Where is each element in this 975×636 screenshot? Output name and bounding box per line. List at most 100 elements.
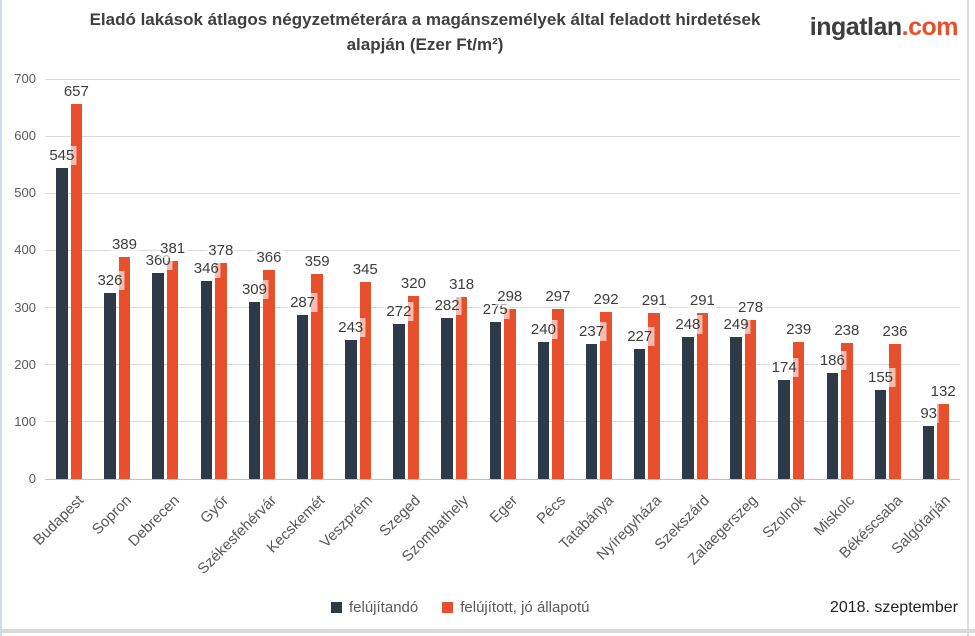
bar-felujitott	[455, 297, 468, 479]
bar-felujitott	[648, 312, 660, 479]
y-tick-label: 0	[28, 471, 36, 486]
bar-felujitott	[504, 308, 516, 479]
bar-value-label: 236	[880, 322, 910, 342]
bar-felujitando	[441, 317, 453, 479]
bar-value-label: 239	[784, 320, 814, 340]
y-tick-label: 100	[14, 413, 36, 429]
y-tick-label: 600	[14, 128, 36, 144]
gridline	[45, 78, 960, 80]
bar-felujitando	[489, 321, 501, 479]
bar-felujitott	[841, 343, 853, 479]
chart-title-line2: alapján (Ezer Ft/m²)	[346, 35, 504, 54]
bar-value-label: 318	[447, 275, 477, 295]
bar-value-label: 297	[543, 287, 573, 307]
bar-felujitando	[778, 379, 790, 479]
bar-felujitando	[922, 425, 935, 479]
bar-value-label: 174	[769, 357, 799, 377]
bar-felujitott	[552, 309, 564, 479]
bar-value-label: 287	[288, 293, 318, 312]
legend-item-felujitott: felújított, jó állapotú	[442, 599, 590, 616]
y-tick-label: 700	[14, 71, 36, 86]
logo-tld: .com	[901, 13, 959, 41]
bar-value-label: 291	[687, 290, 717, 310]
bar-value-label: 238	[832, 321, 862, 340]
bar-felujitando	[104, 292, 116, 479]
bar-felujitando	[248, 302, 261, 479]
bar-felujitando	[633, 349, 646, 479]
bar-value-label: 282	[432, 295, 462, 315]
window-border-right	[967, 0, 969, 636]
ingatlan-logo: ingatlan.com	[809, 13, 959, 42]
bar-felujitando	[730, 336, 742, 479]
bar-felujitando	[537, 341, 550, 479]
bar-felujitott	[744, 320, 757, 479]
bar-felujitott	[166, 261, 179, 479]
bar-value-label: 249	[721, 314, 751, 334]
window-border-left	[0, 0, 2, 636]
gridline	[45, 364, 960, 366]
bar-value-label: 227	[625, 327, 655, 347]
bar-value-label: 389	[109, 234, 139, 254]
bar-felujitando	[826, 372, 839, 479]
bar-value-label: 132	[928, 381, 958, 401]
gridline	[45, 249, 960, 251]
legend-label: felújított, jó állapotú	[460, 599, 590, 616]
chart-title-line1: Eladó lakások átlagos négyzetméterára a …	[89, 10, 761, 29]
bar-value-label: 366	[254, 247, 284, 267]
bar-felujitando	[874, 390, 887, 479]
bar-felujitott	[359, 281, 372, 479]
window-border-bottom	[0, 629, 975, 633]
bar-value-label: 326	[95, 270, 125, 290]
bar-felujitott	[215, 263, 227, 479]
y-tick-label: 400	[14, 242, 36, 258]
bar-value-label: 657	[61, 81, 91, 101]
bar-value-label: 298	[495, 286, 525, 306]
bar-value-label: 378	[206, 241, 236, 260]
bar-value-label: 345	[350, 259, 380, 279]
bar-value-label: 320	[398, 274, 428, 294]
bar-felujitando	[682, 337, 694, 479]
bar-value-label: 93	[918, 403, 939, 423]
bar-felujitott	[311, 273, 323, 479]
bar-felujitott	[70, 103, 83, 479]
bar-felujitott	[696, 312, 709, 479]
legend-swatch-icon	[331, 602, 342, 613]
gridline	[45, 135, 960, 137]
chart-legend: felújítandó felújított, jó állapotú	[331, 599, 590, 616]
bar-felujitando	[152, 273, 164, 479]
bar-value-label: 272	[384, 301, 414, 321]
bar-felujitott	[118, 256, 131, 479]
y-tick-label: 200	[14, 356, 36, 372]
bar-value-label: 292	[591, 290, 621, 310]
bar-felujitando	[296, 315, 309, 479]
bar-felujitott	[600, 312, 612, 479]
chart-title: Eladó lakások átlagos négyzetméterára a …	[30, 7, 820, 57]
gridline	[45, 192, 960, 194]
bar-value-label: 309	[239, 280, 269, 300]
bar-value-label: 545	[47, 145, 77, 165]
date-label: 2018. szeptember	[829, 599, 958, 616]
bar-value-label: 381	[158, 239, 188, 259]
bar-value-label: 186	[817, 350, 847, 370]
logo-name: ingatlan	[809, 13, 902, 41]
y-tick-label: 500	[14, 185, 36, 201]
bar-felujitando	[345, 340, 357, 479]
gridline	[45, 421, 960, 423]
bar-felujitando	[56, 167, 68, 479]
legend-swatch-icon	[442, 602, 454, 613]
bar-felujitott	[792, 342, 805, 479]
bar-value-label: 248	[673, 315, 703, 335]
legend-item-felujitando: felújítandó	[331, 599, 418, 616]
bar-felujitando	[393, 323, 405, 479]
bar-value-label: 155	[865, 368, 896, 388]
bar-felujitott	[407, 296, 420, 479]
bar-value-label: 237	[577, 321, 607, 341]
bar-felujitott	[263, 269, 275, 479]
bar-felujitando	[585, 343, 598, 479]
bar-felujitott	[889, 344, 901, 479]
bar-felujitott	[937, 403, 949, 479]
x-axis-line	[45, 478, 960, 480]
bar-felujitando	[200, 281, 213, 479]
